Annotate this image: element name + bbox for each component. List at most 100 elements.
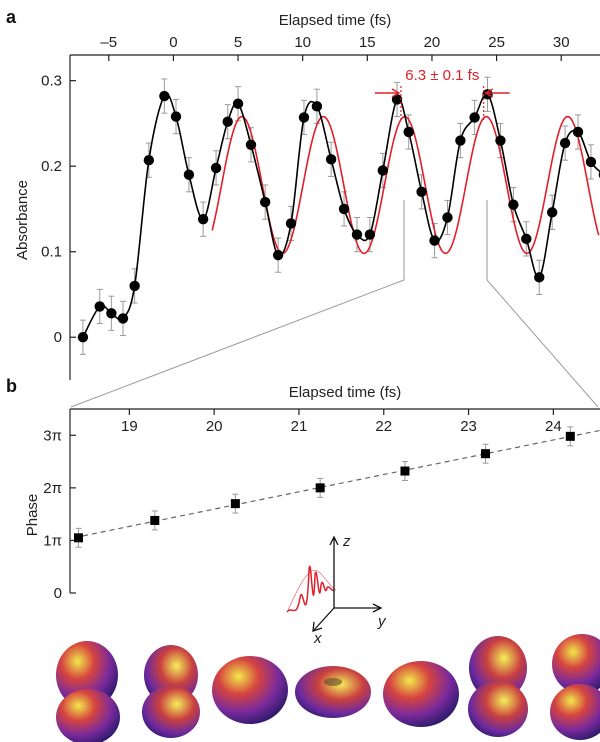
panel-a-data-point bbox=[508, 199, 519, 210]
panel-a-data-point bbox=[364, 229, 376, 240]
panel-a-data-point bbox=[559, 137, 571, 149]
panel-b-axes bbox=[69, 408, 600, 593]
panel-a-data-point bbox=[94, 301, 105, 312]
panel-b-chart: Elapsed time (fs) Phase 19 20 21 22 23 24 1π 2… bbox=[24, 384, 600, 602]
panel-a-data-point bbox=[129, 280, 140, 292]
panel-b-data-point bbox=[481, 449, 491, 459]
panel-b-x-ticks: 19 20 21 22 23 24 bbox=[121, 409, 562, 435]
panel-a-period-annotation: 6.3 ± 0.1 fs bbox=[374, 67, 510, 120]
panel-a-y-tick-label: 0.1 bbox=[41, 244, 62, 261]
panel-a-data-point bbox=[325, 154, 337, 165]
panel-b-data-point bbox=[400, 466, 410, 476]
panel-b-x-tick-label: 24 bbox=[545, 418, 562, 435]
panel-a-x-tick-label: 30 bbox=[553, 34, 570, 51]
panel-a-data-point bbox=[222, 116, 233, 127]
period-annotation-label: 6.3 ± 0.1 fs bbox=[405, 67, 479, 84]
field-axes-inset: z x y bbox=[286, 533, 387, 647]
panel-b-data-point bbox=[150, 515, 160, 525]
panel-a-y-tick-label: 0.3 bbox=[41, 73, 62, 90]
panel-a-data-point bbox=[197, 214, 209, 225]
panel-a-data-point bbox=[170, 111, 182, 122]
panel-a-data-point bbox=[298, 112, 310, 123]
orbital-shape-7 bbox=[550, 634, 600, 740]
panel-b-y-tick-label: 3π bbox=[43, 427, 62, 444]
y-arrow bbox=[372, 603, 383, 613]
panel-a-data-point bbox=[572, 126, 584, 138]
panel-b-y-tick-label: 2π bbox=[43, 480, 62, 497]
panel-a-data-point bbox=[585, 156, 597, 168]
panel-a-data-point bbox=[534, 272, 545, 283]
inset-z-label: z bbox=[342, 533, 351, 550]
orbital-shapes bbox=[56, 634, 600, 742]
panel-a-xlabel: Elapsed time (fs) bbox=[279, 12, 392, 29]
panel-b-y-ticks: 1π 2π 3π 0 bbox=[43, 427, 76, 602]
panel-a-x-ticks: –5 0 5 10 15 20 25 30 bbox=[100, 34, 570, 61]
panel-a-data-point bbox=[403, 126, 414, 138]
panel-a-model-curve bbox=[211, 115, 600, 255]
panel-a-data-point bbox=[183, 169, 195, 180]
panel-b-x-tick-label: 19 bbox=[121, 418, 138, 435]
orbital-shape-3 bbox=[212, 656, 288, 724]
panel-a-data-point bbox=[377, 165, 389, 176]
panel-a-x-tick-label: 20 bbox=[424, 34, 441, 51]
panel-a-ylabel: Absorbance bbox=[14, 180, 31, 260]
panel-a-x-tick-label: 10 bbox=[294, 34, 311, 51]
panel-a-data-point bbox=[272, 249, 284, 261]
panel-a-data-point bbox=[106, 308, 117, 319]
panel-b-x-tick-label: 21 bbox=[291, 418, 308, 435]
panel-a-data-point bbox=[351, 229, 363, 240]
panel-a-data-point bbox=[285, 218, 297, 229]
panel-b-y-tick-label: 1π bbox=[43, 532, 62, 549]
panel-a-x-tick-label: 0 bbox=[169, 34, 177, 51]
panel-a-x-tick-label: 25 bbox=[488, 34, 505, 51]
panel-a-y-ticks: 0 0.1 0.2 0.3 bbox=[41, 73, 76, 346]
panel-a-data-point bbox=[232, 98, 244, 109]
panel-a-data-point bbox=[469, 112, 480, 123]
panel-a-data-point bbox=[77, 332, 89, 343]
orbital-shape-2 bbox=[142, 645, 200, 738]
panel-a-error-bars bbox=[79, 76, 594, 355]
panel-a-axes bbox=[69, 54, 600, 380]
orbital-shape-4 bbox=[295, 666, 371, 718]
panel-b-x-tick-label: 23 bbox=[460, 418, 477, 435]
panel-a-x-tick-label: –5 bbox=[100, 34, 117, 51]
panel-a-data-point bbox=[521, 233, 532, 245]
panel-a-data-point bbox=[143, 154, 155, 166]
panel-a-data-point bbox=[210, 162, 222, 174]
x-axis bbox=[313, 607, 335, 631]
laser-field-waveform bbox=[286, 565, 335, 613]
panel-a-data-point bbox=[259, 196, 271, 208]
panel-b-x-tick-label: 22 bbox=[375, 418, 392, 435]
panel-a-data-point bbox=[442, 212, 453, 223]
orbital-shape-1 bbox=[56, 641, 120, 742]
panel-b-ylabel: Phase bbox=[24, 494, 41, 537]
panel-a-data-point bbox=[245, 139, 257, 151]
panel-a-data-point bbox=[391, 94, 403, 105]
panel-a-data-point bbox=[338, 203, 350, 215]
orbital-shape-5 bbox=[383, 661, 459, 727]
panel-a-x-tick-label: 15 bbox=[359, 34, 376, 51]
z-arrow bbox=[329, 535, 339, 546]
panel-a-data-point bbox=[455, 135, 466, 146]
panel-a-y-tick-label: 0.2 bbox=[41, 158, 62, 175]
orbital-shape-6 bbox=[468, 636, 528, 737]
zoom-connectors bbox=[70, 200, 599, 408]
x-arrow bbox=[312, 621, 323, 632]
panel-a-points bbox=[77, 89, 600, 343]
panel-a-data-point bbox=[546, 207, 558, 218]
panel-b-data-point bbox=[73, 533, 83, 543]
laser-field-envelope bbox=[287, 570, 337, 611]
inset-y-label: y bbox=[377, 613, 387, 630]
panel-b-x-tick-label: 20 bbox=[206, 418, 223, 435]
panel-b-data-point bbox=[315, 483, 325, 493]
panel-a-x-tick-label: 5 bbox=[234, 34, 242, 51]
panel-b-y-tick-label: 0 bbox=[54, 585, 62, 602]
panel-a-data-point bbox=[117, 313, 129, 324]
panel-a-data-point bbox=[159, 90, 170, 102]
panel-b-data-point bbox=[565, 431, 575, 441]
inset-x-label: x bbox=[313, 630, 322, 647]
panel-a-data-point bbox=[495, 135, 506, 146]
panel-a-data-point bbox=[429, 235, 440, 246]
panel-a-chart: Elapsed time (fs) Absorbance –5 0 5 10 15 20 2… bbox=[14, 12, 600, 380]
